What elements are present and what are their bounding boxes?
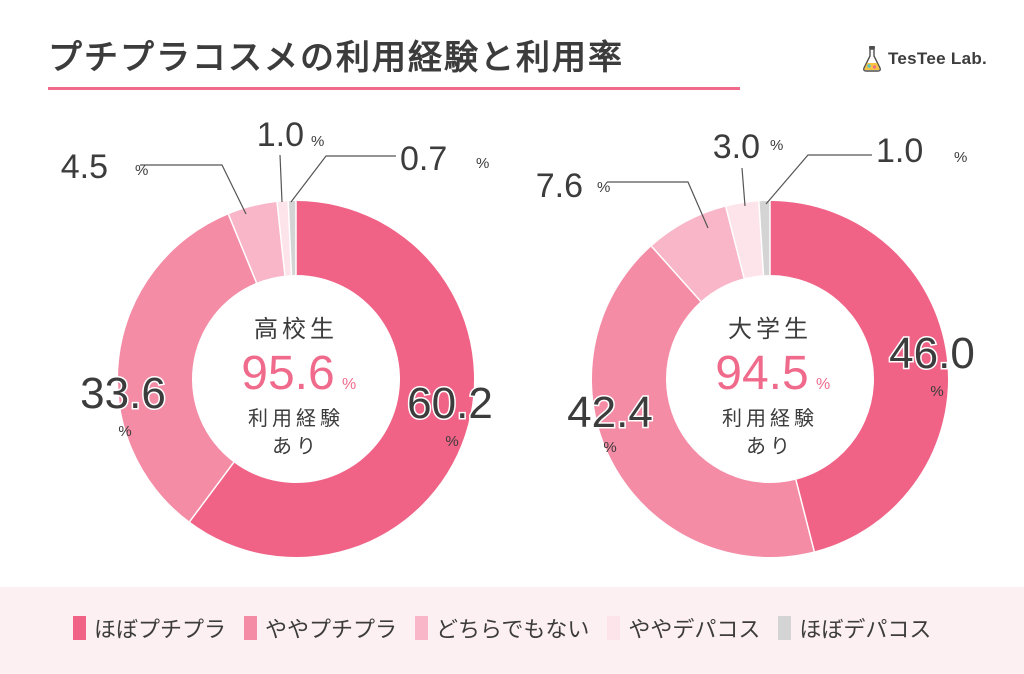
center-value-unit: % bbox=[816, 376, 830, 393]
legend-background bbox=[0, 587, 1024, 674]
legend-item: ややプチプラ bbox=[244, 612, 397, 644]
leader-line bbox=[290, 155, 396, 203]
donut-slice bbox=[228, 202, 285, 283]
donut-slice bbox=[118, 214, 257, 522]
center-value: 94.5 bbox=[715, 347, 808, 400]
slice-separator bbox=[758, 201, 765, 276]
center-caption: あり bbox=[746, 434, 794, 458]
legend-label: ほぼデパコス bbox=[799, 618, 932, 643]
slice-separator bbox=[650, 245, 702, 302]
flask-icon bbox=[863, 46, 881, 72]
data-label-unit: % bbox=[445, 433, 458, 450]
slice-separator bbox=[188, 461, 235, 523]
legend-item: ほぼデパコス bbox=[778, 612, 931, 644]
leader-line bbox=[607, 181, 709, 229]
leader-line bbox=[765, 154, 872, 205]
legend-swatch bbox=[778, 616, 792, 640]
legend-item: ほぼプチプラ bbox=[73, 612, 226, 644]
donut-slice bbox=[592, 246, 815, 557]
data-label-unit: % bbox=[603, 439, 616, 456]
page-title: プチプラコスメの利用経験と利用率 bbox=[48, 38, 624, 78]
data-label-unit: % bbox=[118, 423, 131, 440]
legend-label: どちらでもない bbox=[436, 618, 590, 643]
slice-separator bbox=[276, 201, 286, 276]
leader-line bbox=[741, 167, 746, 207]
leader-line bbox=[140, 164, 247, 215]
legend-swatch bbox=[607, 616, 621, 640]
legend-swatch bbox=[73, 616, 86, 640]
title-underline bbox=[48, 87, 740, 90]
slice-separator bbox=[725, 206, 745, 279]
data-label-unit: % bbox=[135, 162, 148, 179]
center-caption: 利用経験 bbox=[722, 406, 818, 430]
slice-separator bbox=[287, 201, 293, 276]
data-label-unit: % bbox=[476, 155, 489, 172]
center-group-label: 大学生 bbox=[728, 315, 812, 343]
data-label: 7.6 bbox=[536, 167, 583, 205]
legend-label: ややデパコス bbox=[628, 618, 761, 643]
data-label: 33.6 bbox=[80, 369, 166, 418]
donut-slice bbox=[770, 201, 948, 552]
data-label: 42.4 bbox=[567, 388, 653, 437]
center-value-unit: % bbox=[342, 376, 356, 393]
donut-slice bbox=[651, 206, 745, 302]
donut-slice bbox=[189, 201, 475, 557]
legend-swatch bbox=[415, 616, 429, 640]
data-label-unit: % bbox=[930, 383, 943, 400]
donut-slice bbox=[758, 201, 770, 276]
brand-logo: TesTee Lab. bbox=[862, 44, 987, 74]
legend: ほぼプチプラ ややプチプラ どちらでもない ややデパコス ほぼデパコス bbox=[73, 612, 949, 644]
donut-slice bbox=[288, 201, 296, 276]
legend-item: ややデパコス bbox=[607, 612, 760, 644]
center-caption: あり bbox=[272, 434, 320, 458]
donut-slice bbox=[277, 201, 292, 276]
data-label: 0.7 bbox=[400, 140, 447, 178]
data-label: 60.2 bbox=[407, 379, 493, 428]
data-label-unit: % bbox=[954, 149, 967, 166]
center-group-label: 高校生 bbox=[254, 315, 338, 343]
data-label-unit: % bbox=[597, 179, 610, 196]
data-label: 1.0 bbox=[257, 116, 304, 154]
center-value: 95.6 bbox=[241, 347, 334, 400]
legend-label: ややプチプラ bbox=[265, 618, 398, 643]
data-label-unit: % bbox=[311, 133, 324, 150]
center-caption: 利用経験 bbox=[248, 406, 344, 430]
data-label: 3.0 bbox=[713, 128, 760, 166]
data-label: 46.0 bbox=[889, 329, 975, 378]
legend-item: どちらでもない bbox=[415, 612, 589, 644]
legend-swatch bbox=[244, 616, 258, 640]
slice-separator bbox=[227, 214, 258, 284]
leader-line bbox=[279, 154, 283, 203]
slice-separator bbox=[795, 479, 815, 552]
data-label: 4.5 bbox=[61, 148, 108, 186]
legend-label: ほぼプチプラ bbox=[94, 618, 227, 643]
data-label: 1.0 bbox=[876, 132, 923, 170]
donut-slice bbox=[725, 201, 764, 279]
logo-text: TesTee Lab. bbox=[888, 49, 988, 68]
data-label-unit: % bbox=[770, 137, 783, 154]
